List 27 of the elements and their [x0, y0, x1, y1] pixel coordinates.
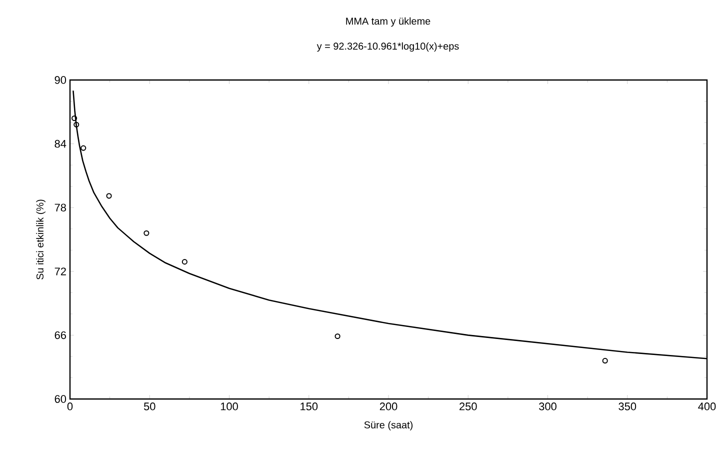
point — [602, 358, 608, 364]
point — [334, 333, 340, 340]
x-tick-label: 100 — [220, 402, 238, 410]
x-axis-title: Süre (saat) — [364, 421, 413, 430]
y-tick-label: 84 — [54, 140, 66, 148]
y-tick-label: 78 — [54, 204, 66, 212]
point — [72, 115, 78, 122]
x-tick-label: 150 — [300, 402, 318, 410]
y-tick-label: 72 — [54, 268, 66, 276]
y-axis-title: Su itici etkinlik (%) — [36, 200, 46, 280]
x-tick-label: 0 — [67, 402, 73, 410]
y-tick-label: 60 — [54, 395, 66, 403]
x-tick-label: 250 — [460, 402, 477, 410]
point — [106, 193, 112, 199]
x-tick-label: 350 — [618, 402, 636, 410]
x-tick-label: 50 — [144, 402, 156, 410]
y-tick-label: 90 — [54, 76, 66, 84]
y-tick-label: 66 — [54, 331, 66, 340]
x-tick-label: 200 — [380, 402, 398, 410]
x-tick-label: 300 — [539, 402, 556, 410]
x-tick-label: 400 — [698, 402, 716, 410]
point — [182, 259, 188, 265]
chart-title: MMA tam y ükleme — [346, 17, 430, 27]
point — [74, 122, 80, 128]
chart-subtitle: y = 92.326-10.961*log10(x)+eps — [316, 42, 459, 52]
point — [80, 145, 86, 151]
point — [144, 230, 150, 236]
